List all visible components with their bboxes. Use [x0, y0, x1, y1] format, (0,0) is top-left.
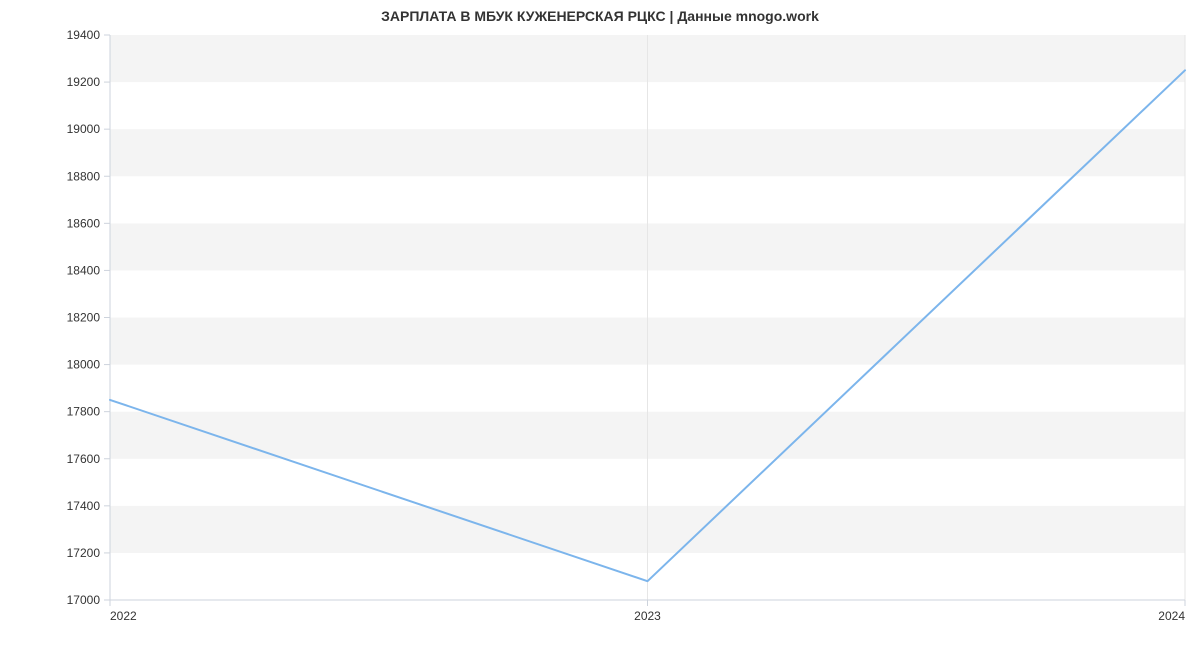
y-tick-label: 18800	[67, 169, 101, 183]
chart-container: ЗАРПЛАТА В МБУК КУЖЕНЕРСКАЯ РЦКС | Данны…	[0, 0, 1200, 650]
y-tick-label: 19000	[67, 122, 101, 136]
y-tick-label: 17600	[67, 452, 101, 466]
y-tick-label: 19200	[67, 75, 101, 89]
chart-svg: 17000 17200 17400 17600 17800 18000 18200 18400…	[0, 0, 1200, 650]
y-tick-label: 18000	[67, 358, 101, 372]
y-tick-label: 18600	[67, 216, 101, 230]
y-tick-label: 17000	[67, 593, 101, 607]
x-tick-label: 2024	[1158, 609, 1185, 623]
y-tick-label: 17200	[67, 546, 101, 560]
y-tick-label: 18200	[67, 311, 101, 325]
x-tick-label: 2023	[634, 609, 661, 623]
y-tick-label: 17800	[67, 405, 101, 419]
x-tick-label: 2022	[110, 609, 137, 623]
y-tick-label: 17400	[67, 499, 101, 513]
y-tick-label: 19400	[67, 28, 101, 42]
y-tick-label: 18400	[67, 263, 101, 277]
